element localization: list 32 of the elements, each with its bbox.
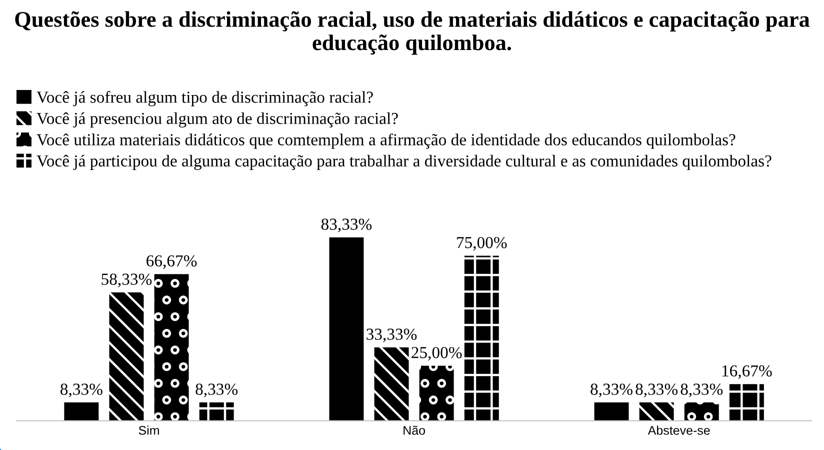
x-tick-label: Sim [138, 426, 159, 435]
data-label: 66,67% [146, 255, 197, 269]
bar [109, 292, 144, 421]
bar [154, 274, 189, 421]
bar [684, 402, 719, 421]
bar [199, 402, 234, 421]
bar [419, 366, 454, 421]
data-label: 8,33% [636, 384, 678, 398]
data-label: 8,33% [60, 384, 102, 398]
legend-label: Você já sofreu algum tipo de discriminação racial? [36, 90, 373, 106]
bar [464, 256, 499, 421]
bar [594, 402, 629, 421]
data-label: 16,67% [722, 365, 772, 379]
data-label: 8,33% [680, 384, 723, 398]
bar [729, 384, 764, 421]
bar [329, 237, 364, 421]
chart-title: Questões sobre a discriminação racial, uso de materiais didáticos e capacitação para educação quilomboa. [15, 11, 810, 55]
data-label: 58,33% [102, 274, 152, 288]
data-label: 8,33% [590, 384, 632, 398]
bar [639, 402, 674, 421]
data-label: 25,00% [412, 346, 462, 361]
bar [374, 347, 409, 421]
legend-label: Você já participou de alguma capacitação para trabalhar a diversidade cultural e as comunidades quilombolas? [36, 154, 772, 170]
x-tick-label: Absteve-se [648, 426, 710, 435]
x-tick-label: Não [404, 426, 425, 435]
data-label: 33,33% [366, 328, 417, 342]
bar [64, 402, 99, 421]
legend-label: Você já presenciou algum ato de discriminação racial? [36, 112, 398, 128]
data-label: 83,33% [321, 218, 372, 232]
legend-label: Você utiliza materiais didáticos que comtemplem a afirmação de identidade dos educandos quilombolas? [36, 133, 736, 149]
data-label: 75,00% [457, 236, 507, 251]
data-label: 8,33% [196, 384, 238, 398]
